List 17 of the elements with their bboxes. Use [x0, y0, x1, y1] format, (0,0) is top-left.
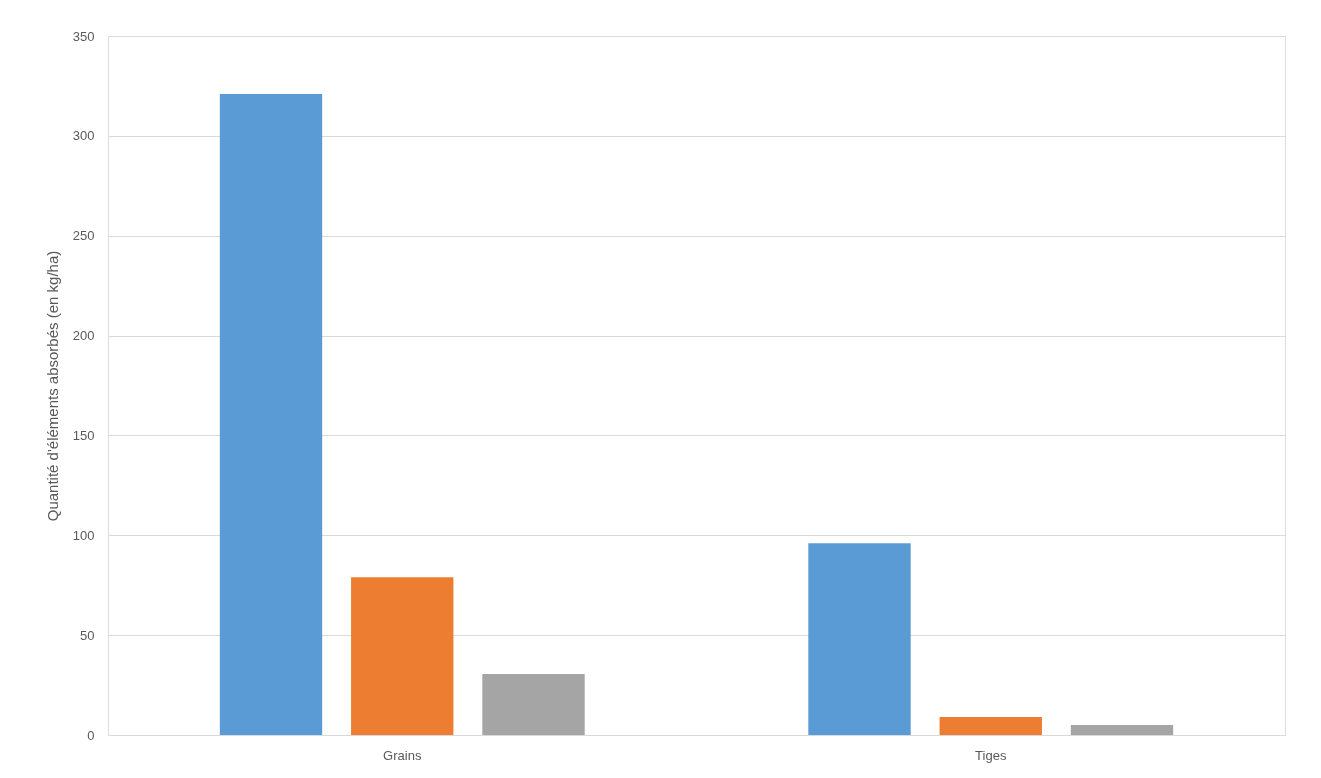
y-tick-label: 50 — [80, 627, 95, 643]
bar — [808, 543, 911, 735]
bar — [351, 577, 454, 735]
y-tick-label: 200 — [72, 328, 95, 344]
y-axis-title: Quantité d'éléments absorbés (en kg/ha) — [43, 250, 61, 522]
x-tick-label: Tiges — [975, 747, 1007, 763]
y-tick-label: 350 — [72, 28, 95, 44]
y-tick-label: 250 — [72, 228, 95, 244]
x-tick-label: Grains — [383, 747, 422, 763]
bar — [219, 93, 323, 735]
y-tick-label: 300 — [72, 128, 95, 144]
y-tick-label: 0 — [87, 727, 95, 743]
y-tick-label: 100 — [72, 527, 95, 543]
y-tick-label: 150 — [72, 427, 95, 443]
bar — [482, 674, 585, 735]
bar — [939, 717, 1042, 735]
bar — [1070, 725, 1174, 735]
